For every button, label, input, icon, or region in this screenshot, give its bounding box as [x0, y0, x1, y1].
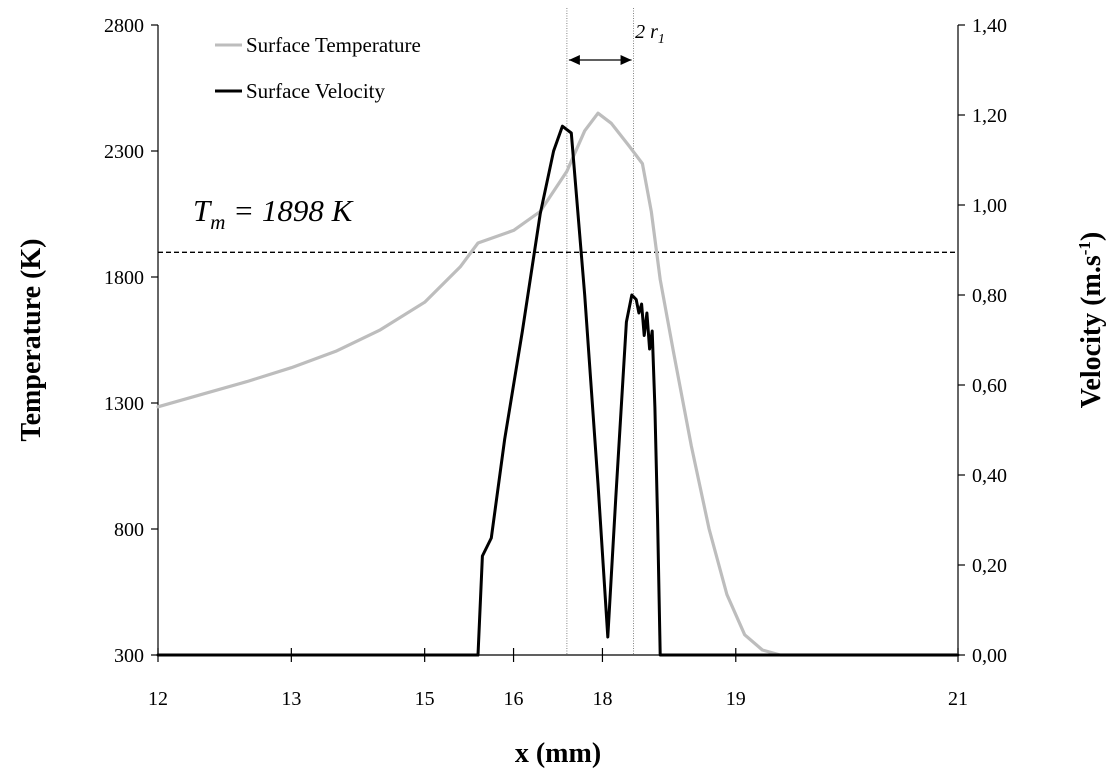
span-label: 2 r1 [635, 21, 665, 47]
span-label-sub: 1 [658, 32, 665, 47]
span-label-main: 2 r [635, 21, 658, 43]
x-tick-label: 16 [504, 688, 524, 710]
y-left-tick-label: 1300 [104, 393, 144, 415]
y-left-tick-label: 800 [114, 519, 144, 541]
y-right-axis-title-base: Velocity (m.s [1076, 255, 1107, 408]
axes [151, 24, 965, 662]
span-arrowhead-right [620, 55, 632, 65]
x-tick-label: 21 [948, 688, 968, 710]
legend-label-temperature: Surface Temperature [246, 33, 421, 57]
series-velocity-line [156, 124, 960, 657]
x-tick-label: 13 [281, 688, 301, 710]
y-right-tick-label: 1,20 [972, 105, 1007, 127]
threshold-label-rest: = 1898 K [225, 193, 354, 228]
y-right-tick-label: 1,00 [972, 195, 1007, 217]
threshold-label-sub: m [210, 210, 225, 234]
legend: Surface Temperature Surface Velocity [215, 33, 421, 103]
x-tick-label: 18 [592, 688, 612, 710]
y-right-tick-label: 0,60 [972, 375, 1007, 397]
series-layer [156, 111, 960, 657]
y-right-tick-label: 1,40 [972, 15, 1007, 37]
y-right-axis-title: Velocity (m.s-1) [1075, 232, 1107, 408]
reference-lines [158, 8, 958, 655]
y-left-tick-label: 2800 [104, 15, 144, 37]
threshold-label-main: T [193, 193, 213, 228]
y-left-axis-title: Temperature (K) [16, 239, 47, 442]
y-right-axis-title-tail: ) [1076, 232, 1107, 241]
series-temperature-line [156, 111, 960, 657]
y-right-tick-label: 0,20 [972, 555, 1007, 577]
span-arrowhead-left [568, 55, 580, 65]
x-tick-label: 12 [148, 688, 168, 710]
x-tick-label: 15 [415, 688, 435, 710]
y-left-tick-label: 300 [114, 645, 144, 667]
threshold-label: Tm = 1898 K [193, 193, 355, 234]
y-right-tick-label: 0,40 [972, 465, 1007, 487]
legend-label-velocity: Surface Velocity [246, 79, 385, 103]
y-left-tick-label: 1800 [104, 267, 144, 289]
y-right-tick-label: 0,00 [972, 645, 1007, 667]
x-axis-title: x (mm) [515, 738, 601, 769]
y-left-tick-label: 2300 [104, 141, 144, 163]
x-tick-label: 19 [726, 688, 746, 710]
y-right-axis-title-sup: -1 [1075, 241, 1094, 255]
labels: 300 800 1300 1800 2300 2800 0,00 0,20 0,40 0,60 0,… [104, 15, 1007, 710]
y-right-tick-label: 0,80 [972, 285, 1007, 307]
